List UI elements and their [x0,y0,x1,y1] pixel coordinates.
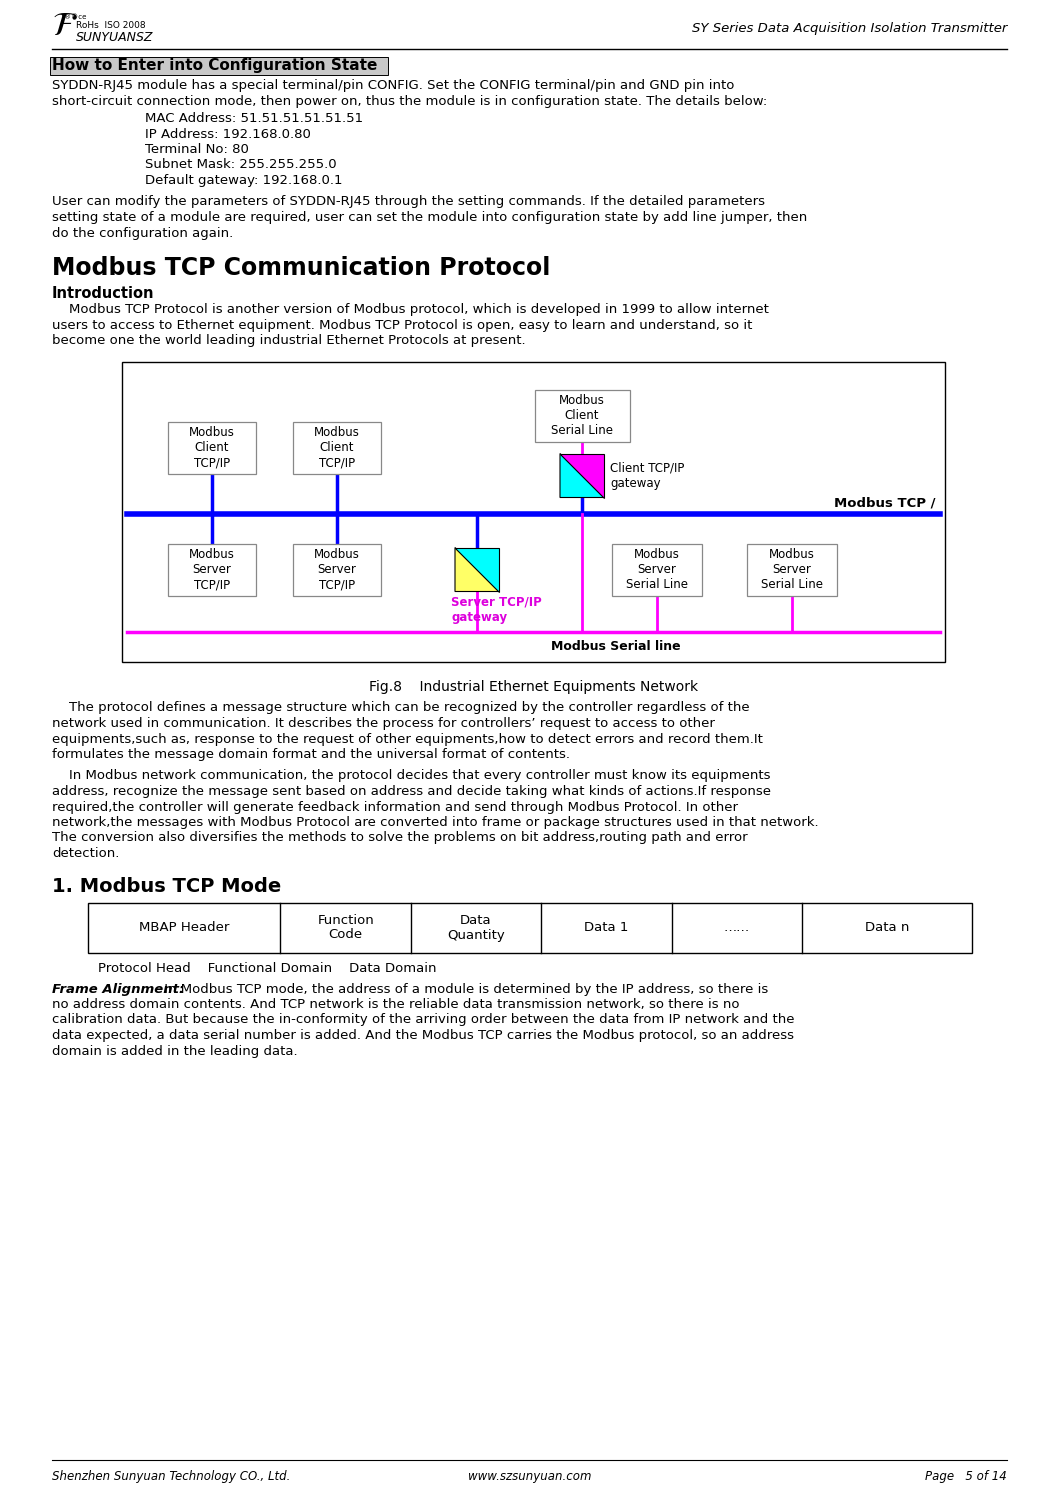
Text: The conversion also diversifies the methods to solve the problems on bit address: The conversion also diversifies the meth… [52,831,748,845]
Text: Modbus
Server
TCP/IP: Modbus Server TCP/IP [190,548,235,592]
Text: network used in communication. It describes the process for controllers’ request: network used in communication. It descri… [52,718,715,730]
Text: Fig.8    Industrial Ethernet Equipments Network: Fig.8 Industrial Ethernet Equipments Net… [369,680,698,694]
Text: Data n: Data n [865,921,909,933]
Text: ……: …… [723,921,750,933]
Text: formulates the message domain format and the universal format of contents.: formulates the message domain format and… [52,748,570,761]
Text: The protocol defines a message structure which can be recognized by the controll: The protocol defines a message structure… [52,701,750,715]
Text: network,the messages with Modbus Protocol are converted into frame or package st: network,the messages with Modbus Protoco… [52,816,819,828]
Text: users to access to Ethernet equipment. Modbus TCP Protocol is open, easy to lear: users to access to Ethernet equipment. M… [52,319,752,331]
Text: Modbus TCP Protocol is another version of Modbus protocol, which is developed in: Modbus TCP Protocol is another version o… [52,303,769,316]
Text: Modbus
Server
Serial Line: Modbus Server Serial Line [761,548,823,592]
Bar [612,544,702,596]
Polygon shape [560,454,604,497]
Bar [293,421,381,473]
Text: In Modbus network communication, the protocol decides that every controller must: In Modbus network communication, the pro… [52,770,771,782]
Text: ®©ce: ®©ce [64,13,87,19]
Text: $\mathcal{F}$: $\mathcal{F}$ [52,10,77,42]
Text: Data 1: Data 1 [585,921,629,933]
Text: Terminal No: 80: Terminal No: 80 [145,142,249,156]
Text: Subnet Mask: 255.255.255.0: Subnet Mask: 255.255.255.0 [145,159,337,171]
Text: RoHs  ISO 2008: RoHs ISO 2008 [76,21,146,30]
Text: User can modify the parameters of SYDDN-RJ45 through the setting commands. If th: User can modify the parameters of SYDDN-… [52,196,765,208]
Text: no address domain contents. And TCP network is the reliable data transmission ne: no address domain contents. And TCP netw… [52,998,739,1011]
Text: short-circuit connection mode, then power on, thus the module is in configuratio: short-circuit connection mode, then powe… [52,94,768,108]
Bar [535,389,629,442]
Text: Modbus
Client
TCP/IP: Modbus Client TCP/IP [190,425,235,469]
Text: Page   5 of 14: Page 5 of 14 [926,1470,1007,1483]
Text: Modbus
Server
Serial Line: Modbus Server Serial Line [626,548,688,592]
Text: setting state of a module are required, user can set the module into configurati: setting state of a module are required, … [52,211,807,225]
Polygon shape [455,547,499,592]
Text: Shenzhen Sunyuan Technology CO., Ltd.: Shenzhen Sunyuan Technology CO., Ltd. [52,1470,290,1483]
Text: SYDDN-RJ45 module has a special terminal/pin CONFIG. Set the CONFIG terminal/pin: SYDDN-RJ45 module has a special terminal… [52,79,734,91]
Text: Client TCP/IP
gateway: Client TCP/IP gateway [610,461,684,490]
Bar [168,421,256,473]
Text: address, recognize the message sent based on address and decide taking what kind: address, recognize the message sent base… [52,785,771,798]
Text: equipments,such as, response to the request of other equipments,how to detect er: equipments,such as, response to the requ… [52,733,762,746]
Text: IP Address: 192.168.0.80: IP Address: 192.168.0.80 [145,127,311,141]
Text: Server TCP/IP
gateway: Server TCP/IP gateway [451,596,542,623]
Text: Frame Alignment:: Frame Alignment: [52,983,184,996]
Text: How to Enter into Configuration State: How to Enter into Configuration State [52,58,377,73]
Text: Protocol Head    Functional Domain    Data Domain: Protocol Head Functional Domain Data Dom… [98,963,436,975]
Text: SY Series Data Acquisition Isolation Transmitter: SY Series Data Acquisition Isolation Tra… [692,22,1007,34]
Bar [50,57,388,75]
Text: Modbus
Server
TCP/IP: Modbus Server TCP/IP [315,548,360,592]
Text: Modbus Serial line: Modbus Serial line [551,641,681,653]
Text: Default gateway: 192.168.0.1: Default gateway: 192.168.0.1 [145,174,342,187]
Bar [122,361,945,662]
Text: Data
Quantity: Data Quantity [447,914,505,942]
Text: Modbus
Client
Serial Line: Modbus Client Serial Line [551,394,613,437]
Text: data expected, a data serial number is added. And the Modbus TCP carries the Mod: data expected, a data serial number is a… [52,1029,794,1043]
Text: required,the controller will generate feedback information and send through Modb: required,the controller will generate fe… [52,800,738,813]
Bar [747,544,837,596]
Text: Modbus
Client
TCP/IP: Modbus Client TCP/IP [315,425,360,469]
Text: calibration data. But because the in-conformity of the arriving order between th: calibration data. But because the in-con… [52,1014,794,1026]
Bar [168,544,256,596]
Bar [88,902,972,953]
Polygon shape [455,547,499,592]
Text: detection.: detection. [52,846,120,860]
Text: MBAP Header: MBAP Header [139,921,230,933]
Text: Modbus TCP /: Modbus TCP / [833,496,935,509]
Text: Introduction: Introduction [52,286,155,301]
Text: Modbus TCP Communication Protocol: Modbus TCP Communication Protocol [52,256,551,280]
Polygon shape [560,454,604,497]
Text: 1. Modbus TCP Mode: 1. Modbus TCP Mode [52,876,282,896]
Text: do the configuration again.: do the configuration again. [52,226,233,240]
Text: In Modbus TCP mode, the address of a module is determined by the IP address, so : In Modbus TCP mode, the address of a mod… [160,983,768,996]
Bar [293,544,381,596]
Text: www.szsunyuan.com: www.szsunyuan.com [468,1470,591,1483]
Text: MAC Address: 51.51.51.51.51.51: MAC Address: 51.51.51.51.51.51 [145,112,363,124]
Text: SUNYUANSZ: SUNYUANSZ [76,31,154,43]
Text: Function
Code: Function Code [318,914,374,942]
Text: become one the world leading industrial Ethernet Protocols at present.: become one the world leading industrial … [52,334,525,348]
Text: domain is added in the leading data.: domain is added in the leading data. [52,1044,298,1058]
